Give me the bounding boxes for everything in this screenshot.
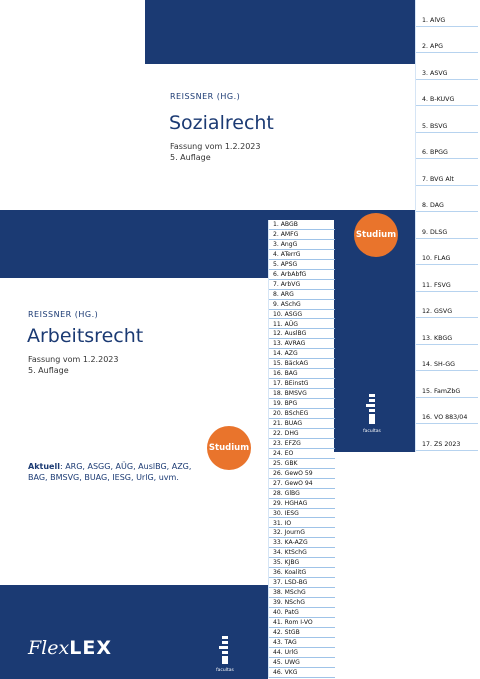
register-tab: 9. ASchG [269,300,335,310]
register-tab: 37. LSD-BG [269,578,335,589]
register-tab: 6. BPGG [416,133,478,159]
book-title: Arbeitsrecht [27,325,144,347]
register-tab: 26. GewO 59 [269,469,335,479]
register-tab: 1. ABGB [269,220,335,230]
register-tab: 7. ArbVG [269,280,335,290]
book-title: Sozialrecht [169,112,274,134]
publisher-label: REISSNER (HG.) [28,310,99,319]
register-tab: 10. FLAG [416,239,478,265]
register-tab: 36. KoalitG [269,568,335,579]
register-tab: 46. VKG [269,668,335,678]
publisher-label: REISSNER (HG.) [170,92,241,101]
register-tab: 8. DAG [416,186,478,212]
register-tab: 41. Rom I-VO [269,618,335,628]
register-tab: 15. BäckAG [269,359,335,370]
register-tab: 45. UWG [269,658,335,668]
register-tab: 16. VO 883/04 [416,398,478,424]
register-tab: 17. ZS 2023 [416,424,478,451]
cover-top-band [145,0,415,64]
register-tab: 29. HGHAG [269,499,335,509]
register-tab: 1. AlVG [416,0,478,27]
register-tab: 39. NSchG [269,598,335,609]
brand-name: facultas [216,667,234,673]
register-tab: 18. BMSVG [269,389,335,400]
register-tabs: 1. ABGB 2. AMFG 3. AngG 4. ATerrG 5. APSG 6. … [268,220,335,678]
register-tab: 20. BSchEG [269,409,335,419]
register-tab: 24. EO [269,449,335,459]
edition-date: Fassung vom 1.2.2023 [170,142,261,151]
studium-badge: Studium [207,426,251,470]
cover-top-band [0,210,268,278]
register-tab: 33. KA-AZG [269,538,335,549]
series-name-lite: Flex [28,637,70,659]
register-tab: 31. IO [269,519,335,529]
register-tab: 5. APSG [269,260,335,270]
register-tab: 38. MSchG [269,588,335,599]
current-text: : ARG, ASGG, AÜG, AuslBG, AZG, BAG, BMSV… [28,462,192,482]
register-tab: 28. GlBG [269,489,335,499]
register-tab: 14. SH-GG [416,345,478,371]
register-tab: 15. FamZbG [416,371,478,398]
register-tab: 4. B-KUVG [416,80,478,106]
register-tab: 13. KBGG [416,318,478,345]
register-tab: 3. ASVG [416,53,478,80]
register-tab: 23. EFZG [269,439,335,449]
register-tab: 43. TAG [269,638,335,648]
register-tab: 13. AVRAG [269,339,335,350]
register-tab: 14. AZG [269,349,335,360]
register-tab: 8. ARG [269,290,335,300]
register-tab: 16. BAG [269,369,335,380]
edition-number: 5. Auflage [28,366,69,375]
series-name-bold: LEX [69,637,112,659]
register-tab: 7. BVG Alt [416,159,478,186]
register-tab: 35. KJBG [269,558,335,569]
facultas-logo-icon: facultas [363,394,382,434]
register-tabs: 1. AlVG 2. APG 3. ASVG 4. B-KUVG 5. BSVG 6. B… [415,0,478,452]
register-tab: 11. FSVG [416,265,478,292]
register-tab: 12. AuslBG [269,329,335,340]
register-tab: 40. PatG [269,608,335,618]
register-tab: 10. ASGG [269,310,335,320]
flexlex-series-logo: FlexLEX [28,637,112,659]
register-tab: 42. StGB [269,628,335,638]
cover-title-area [145,64,415,210]
register-tab: 6. ArbAbfG [269,270,335,280]
register-tab: 19. BPG [269,399,335,410]
register-tab: 2. APG [416,27,478,53]
register-tab: 32. JournG [269,528,335,539]
register-tab: 34. KtSchG [269,548,335,559]
register-tab: 5. BSVG [416,106,478,133]
current-label: Aktuell [28,462,60,471]
register-tab: 30. IESG [269,509,335,519]
register-tab: 22. DHG [269,429,335,439]
register-tab: 12. GSVG [416,292,478,318]
register-tab: 3. AngG [269,240,335,250]
register-tab: 27. GewO 94 [269,479,335,489]
register-tab: 2. AMFG [269,230,335,240]
studium-badge: Studium [354,213,398,257]
register-tab: 4. ATerrG [269,250,335,260]
register-tab: 17. BEinstG [269,379,335,390]
register-tab: 44. UrlG [269,648,335,658]
facultas-logo-icon: facultas [216,636,235,673]
edition-number: 5. Auflage [170,153,211,162]
edition-date: Fassung vom 1.2.2023 [28,355,119,364]
register-tab: 9. DLSG [416,212,478,239]
brand-name: facultas [363,428,381,434]
register-tab: 11. AÜG [269,320,335,330]
current-updates-note: Aktuell: ARG, ASGG, AÜG, AuslBG, AZG, BA… [28,461,203,483]
register-tab: 21. BUAG [269,419,335,429]
book-cover-arbeitsrecht: REISSNER (HG.) Arbeitsrecht Fassung vom … [0,210,335,679]
register-tab: 25. GBK [269,459,335,469]
